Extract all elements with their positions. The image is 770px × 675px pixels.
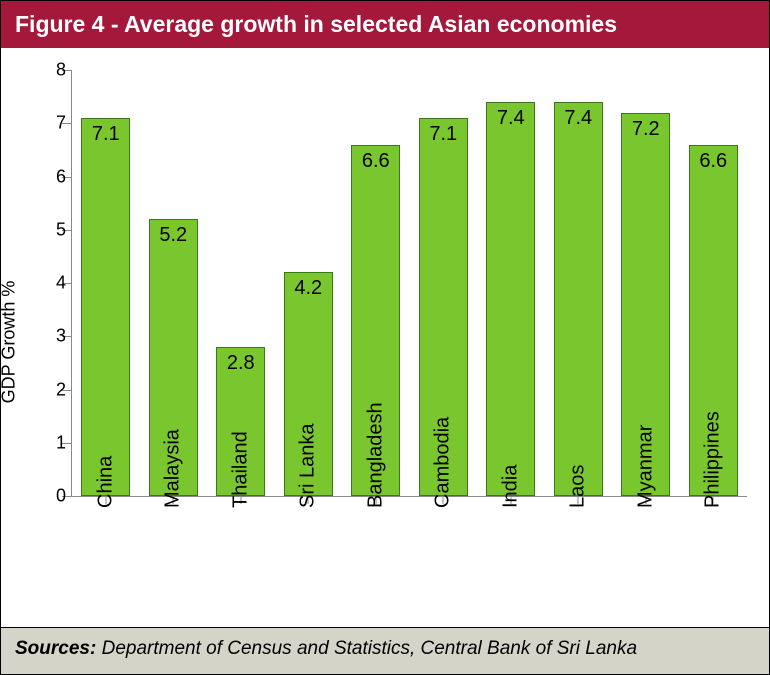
source-footer: Sources: Department of Census and Statis… (1, 627, 769, 674)
bar-value-label: 2.8 (227, 352, 255, 375)
y-tick-label: 6 (36, 166, 66, 187)
bar-value-label: 7.4 (564, 107, 592, 130)
y-tick-label: 8 (36, 60, 66, 81)
bar: 7.4 (554, 102, 603, 496)
bar-value-label: 6.6 (362, 150, 390, 173)
x-category-label: Myanmar (634, 425, 657, 508)
x-category-label: Bangladesh (364, 402, 387, 508)
x-category-label: Sri Lanka (297, 424, 320, 509)
x-category-label: Malaysia (162, 429, 185, 508)
x-category-label: China (94, 456, 117, 508)
y-tick-label: 3 (36, 326, 66, 347)
bar-value-label: 4.2 (294, 277, 322, 300)
x-category-label: Cambodia (432, 417, 455, 508)
bar-value-label: 5.2 (159, 224, 187, 247)
bar-value-label: 7.4 (497, 107, 525, 130)
y-tick-label: 5 (36, 219, 66, 240)
figure-container: Figure 4 - Average growth in selected As… (0, 0, 770, 675)
bar: 7.1 (81, 118, 130, 496)
bar-value-label: 6.6 (699, 150, 727, 173)
y-tick-label: 4 (36, 273, 66, 294)
bar-value-label: 7.2 (632, 118, 660, 141)
figure-title: Figure 4 - Average growth in selected As… (1, 1, 769, 48)
y-tick-label: 1 (36, 432, 66, 453)
bar: 7.4 (486, 102, 535, 496)
bar-value-label: 7.1 (429, 123, 457, 146)
x-category-label: India (499, 465, 522, 508)
x-category-label: Thailand (229, 431, 252, 508)
plot-region: 7.15.22.84.26.67.17.47.47.26.6 012345678… (71, 70, 747, 497)
y-tick-label: 7 (36, 113, 66, 134)
x-category-label: Laos (567, 465, 590, 508)
chart-area: GDP Growth % 7.1 5.2 2.8 4.2 6.6 7.1 7.4 7.4 7.2… (1, 48, 769, 627)
source-label: Sources: (15, 638, 96, 659)
bar-value-label: 7.1 (92, 123, 120, 146)
y-tick-label: 0 (36, 486, 66, 507)
source-text-value: Department of Census and Statistics, Cen… (102, 638, 637, 659)
x-category-label: Philippines (702, 411, 725, 508)
y-axis-label: GDP Growth % (0, 280, 20, 403)
y-tick-label: 2 (36, 379, 66, 400)
